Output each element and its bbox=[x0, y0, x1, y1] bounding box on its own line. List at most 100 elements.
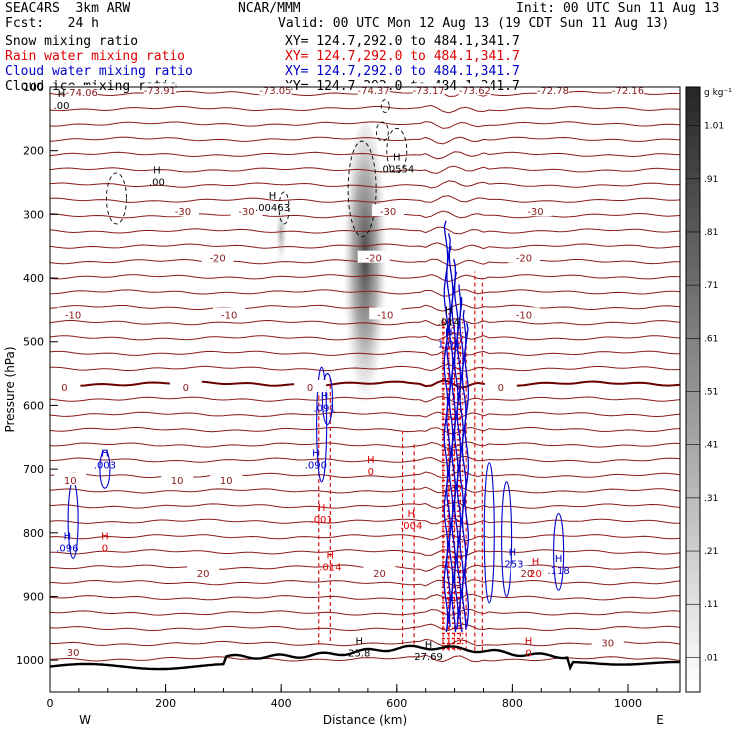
high-value: 0 bbox=[525, 649, 531, 660]
field-xy-rain: XY= 124.7,292.0 to 484.1,341.7 bbox=[285, 49, 520, 64]
high-value: .001 bbox=[311, 515, 333, 526]
colorbar-segment bbox=[686, 498, 700, 511]
temperature-label: 20 bbox=[373, 569, 386, 580]
label-bg bbox=[143, 83, 176, 96]
label-bg bbox=[369, 307, 402, 320]
isotherm-line bbox=[49, 426, 681, 435]
isotherm-line bbox=[49, 348, 681, 356]
colorbar-label: .61 bbox=[704, 334, 718, 344]
colorbar-segment bbox=[686, 232, 700, 245]
temperature-label: -73.62 bbox=[459, 86, 491, 97]
high-value: .014 bbox=[438, 317, 460, 328]
colorbar-segment bbox=[686, 365, 700, 378]
isotherm-line bbox=[49, 608, 681, 616]
isotherm-line bbox=[49, 332, 681, 341]
isotherm-line bbox=[49, 242, 681, 251]
label-bg bbox=[166, 204, 199, 217]
cloud-water-contour bbox=[446, 233, 451, 630]
isotherm-line bbox=[49, 121, 681, 129]
x-axis-label: Distance (km) bbox=[323, 713, 407, 727]
colorbar-segment bbox=[686, 510, 700, 524]
colorbar-segment bbox=[686, 99, 700, 112]
colorbar-segment bbox=[686, 377, 700, 390]
plot-frame bbox=[49, 86, 681, 693]
high-value: .004 bbox=[400, 521, 422, 532]
colorbar-segment bbox=[686, 159, 700, 173]
colorbar-segment bbox=[686, 183, 700, 197]
temperature-label: -73.05 bbox=[259, 86, 291, 97]
isotherm-line bbox=[49, 210, 681, 219]
colorbar-segment bbox=[686, 341, 700, 354]
cloud-water-contour bbox=[99, 449, 111, 489]
high-marker: H bbox=[355, 637, 363, 648]
temperature-label: 0 bbox=[183, 383, 189, 394]
cloud-ice-contour bbox=[375, 121, 389, 142]
label-bg bbox=[230, 204, 263, 217]
label-bg bbox=[210, 472, 243, 485]
y-tick-label: 700 bbox=[23, 463, 44, 476]
colorbar-segment bbox=[686, 208, 700, 221]
colorbar-segment bbox=[686, 655, 700, 669]
high-value: .00554 bbox=[379, 165, 414, 176]
high-marker: H bbox=[525, 637, 533, 648]
label-bg bbox=[510, 565, 543, 578]
colorbar-segment bbox=[686, 244, 700, 257]
field-xy-cloud-water: XY= 124.7,292.0 to 484.1,341.7 bbox=[285, 64, 520, 79]
x-tick-label: 400 bbox=[271, 697, 292, 710]
high-marker: H bbox=[367, 455, 375, 466]
temperature-label: -10 bbox=[221, 310, 237, 321]
colorbar-segment bbox=[686, 425, 700, 439]
high-marker: H bbox=[327, 551, 335, 562]
colorbar-label: .11 bbox=[704, 600, 718, 610]
field-label-cloud-water: Cloud water mixing ratio bbox=[5, 64, 193, 79]
isotherm-line bbox=[49, 136, 681, 145]
temperature-label: 30 bbox=[67, 648, 80, 659]
high-value: .003 bbox=[94, 461, 116, 472]
isotherm-line bbox=[49, 289, 681, 297]
colorbar-segment bbox=[686, 353, 700, 366]
temperature-label: 0 bbox=[307, 383, 313, 394]
temperature-label: -73.91 bbox=[144, 86, 176, 97]
isotherm-line bbox=[49, 579, 681, 587]
label-bg bbox=[161, 472, 194, 485]
cloud-water-contour bbox=[464, 322, 470, 628]
colorbar-segment bbox=[686, 619, 700, 632]
cloud-water-contour bbox=[321, 373, 333, 426]
high-marker: H bbox=[532, 557, 540, 568]
temperature-label: -30 bbox=[175, 207, 191, 218]
colorbar-frame bbox=[685, 86, 701, 693]
colorbar-segment bbox=[686, 595, 700, 608]
colorbar-segment bbox=[686, 643, 700, 657]
high-marker: H bbox=[312, 449, 320, 460]
high-value: .090 bbox=[305, 461, 327, 472]
colorbar-label: .41 bbox=[704, 441, 718, 451]
colorbar-label: .81 bbox=[704, 228, 718, 238]
y-top-tick-label: 100 bbox=[23, 81, 44, 94]
cloud-ice-contour bbox=[278, 191, 290, 225]
y-axis-label: Pressure (hPa) bbox=[3, 346, 17, 432]
label-bg bbox=[372, 204, 405, 217]
colorbar-label: 1.01 bbox=[704, 122, 724, 132]
colorbar-label: .01 bbox=[704, 653, 718, 663]
label-bg bbox=[169, 379, 202, 392]
isotherm-line bbox=[49, 379, 681, 389]
high-value: .118 bbox=[547, 566, 569, 577]
colorbar-segment bbox=[686, 329, 700, 342]
colorbar-segment bbox=[686, 534, 700, 548]
isotherm-line bbox=[49, 470, 681, 479]
temperature-label: -10 bbox=[377, 310, 393, 321]
label-bg bbox=[507, 250, 540, 263]
axes: 0 200 400 600 800 100020030040050060070080090… bbox=[3, 81, 664, 727]
label-bg bbox=[507, 307, 540, 320]
y-tick-label: 800 bbox=[23, 527, 44, 540]
high-marker: H bbox=[425, 640, 433, 651]
temperature-label: 10 bbox=[64, 476, 77, 487]
colorbar-segment bbox=[686, 316, 700, 330]
field-xy-snow: XY= 124.7,292.0 to 484.1,341.7 bbox=[285, 34, 520, 49]
colorbar-segment bbox=[686, 292, 700, 306]
temperature-label: -30 bbox=[380, 207, 396, 218]
temperature-label: -74.06 bbox=[66, 88, 98, 99]
colorbar-segment bbox=[686, 462, 700, 475]
colorbar-segment bbox=[686, 546, 700, 560]
colorbar-segment bbox=[686, 583, 700, 596]
